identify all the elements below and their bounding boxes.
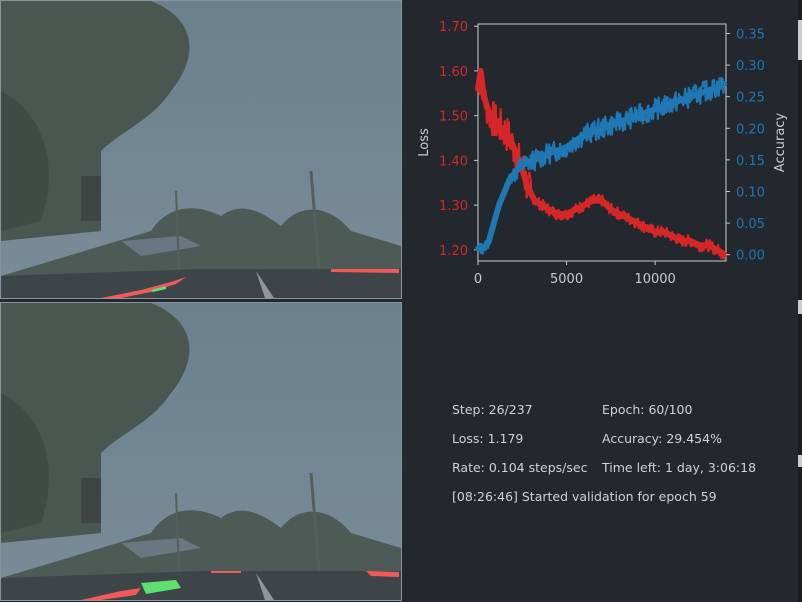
ground-truth-overlay-red — [81, 588, 141, 600]
accuracy-tick-label: 0.30 — [736, 59, 765, 74]
epoch-counter: Epoch: 60/100 — [602, 402, 693, 417]
log-message: [08:26:46] Started validation for epoch … — [452, 489, 717, 504]
accuracy-tick-label: 0.05 — [736, 217, 765, 232]
accuracy-series-line — [475, 81, 728, 252]
accuracy-tick-label: 0.35 — [736, 27, 765, 42]
x-tick-label: 10000 — [634, 272, 675, 287]
plot-frame — [477, 23, 727, 262]
loss-tick-label: 1.20 — [439, 244, 468, 259]
training-stats: Step: 26/237 Epoch: 60/100 Loss: 1.179 A… — [452, 402, 802, 522]
loss-tick-label: 1.60 — [439, 65, 468, 80]
step-counter: Step: 26/237 — [452, 402, 533, 417]
drivable-area-overlay-red-right — [331, 269, 399, 273]
loss-tick-label: 1.50 — [439, 110, 468, 125]
x-tick-label: 5000 — [550, 272, 583, 287]
loss-accuracy-chart: 0 5000 10000 1.20 1.30 1.40 1.50 1.60 1.70 Loss 0.… — [417, 20, 788, 287]
accuracy-value: Accuracy: 29.454% — [602, 431, 722, 446]
loss-tick-label: 1.30 — [439, 199, 468, 214]
ground-truth-overlay-green — [141, 580, 181, 594]
drivable-area-overlay-green — [151, 286, 166, 292]
prediction-image-bottom — [0, 302, 402, 601]
loss-axis-label: Loss — [417, 128, 432, 157]
loss-value: Loss: 1.179 — [452, 431, 524, 446]
prediction-image-top — [0, 0, 402, 299]
time-left: Time left: 1 day, 3:06:18 — [602, 460, 757, 475]
training-panel: 0 5000 10000 1.20 1.30 1.40 1.50 1.60 1.70 Loss 0.… — [404, 0, 802, 602]
accuracy-axis-label: Accuracy — [773, 113, 788, 173]
loss-tick-label: 1.70 — [439, 20, 468, 35]
ground-truth-overlay-red-center — [211, 571, 241, 573]
rate-value: Rate: 0.104 steps/sec — [452, 460, 588, 475]
accuracy-tick-label: 0.15 — [736, 154, 765, 169]
accuracy-tick-label: 0.10 — [736, 185, 765, 200]
ground-truth-overlay-red-right — [366, 571, 399, 577]
loss-tick-label: 1.40 — [439, 154, 468, 169]
x-tick-label: 0 — [474, 272, 482, 287]
accuracy-tick-label: 0.25 — [736, 91, 765, 106]
accuracy-tick-label: 0.20 — [736, 122, 765, 137]
window-edge — [798, 0, 802, 602]
accuracy-tick-label: 0.00 — [736, 249, 765, 264]
loss-series-line — [475, 68, 728, 258]
